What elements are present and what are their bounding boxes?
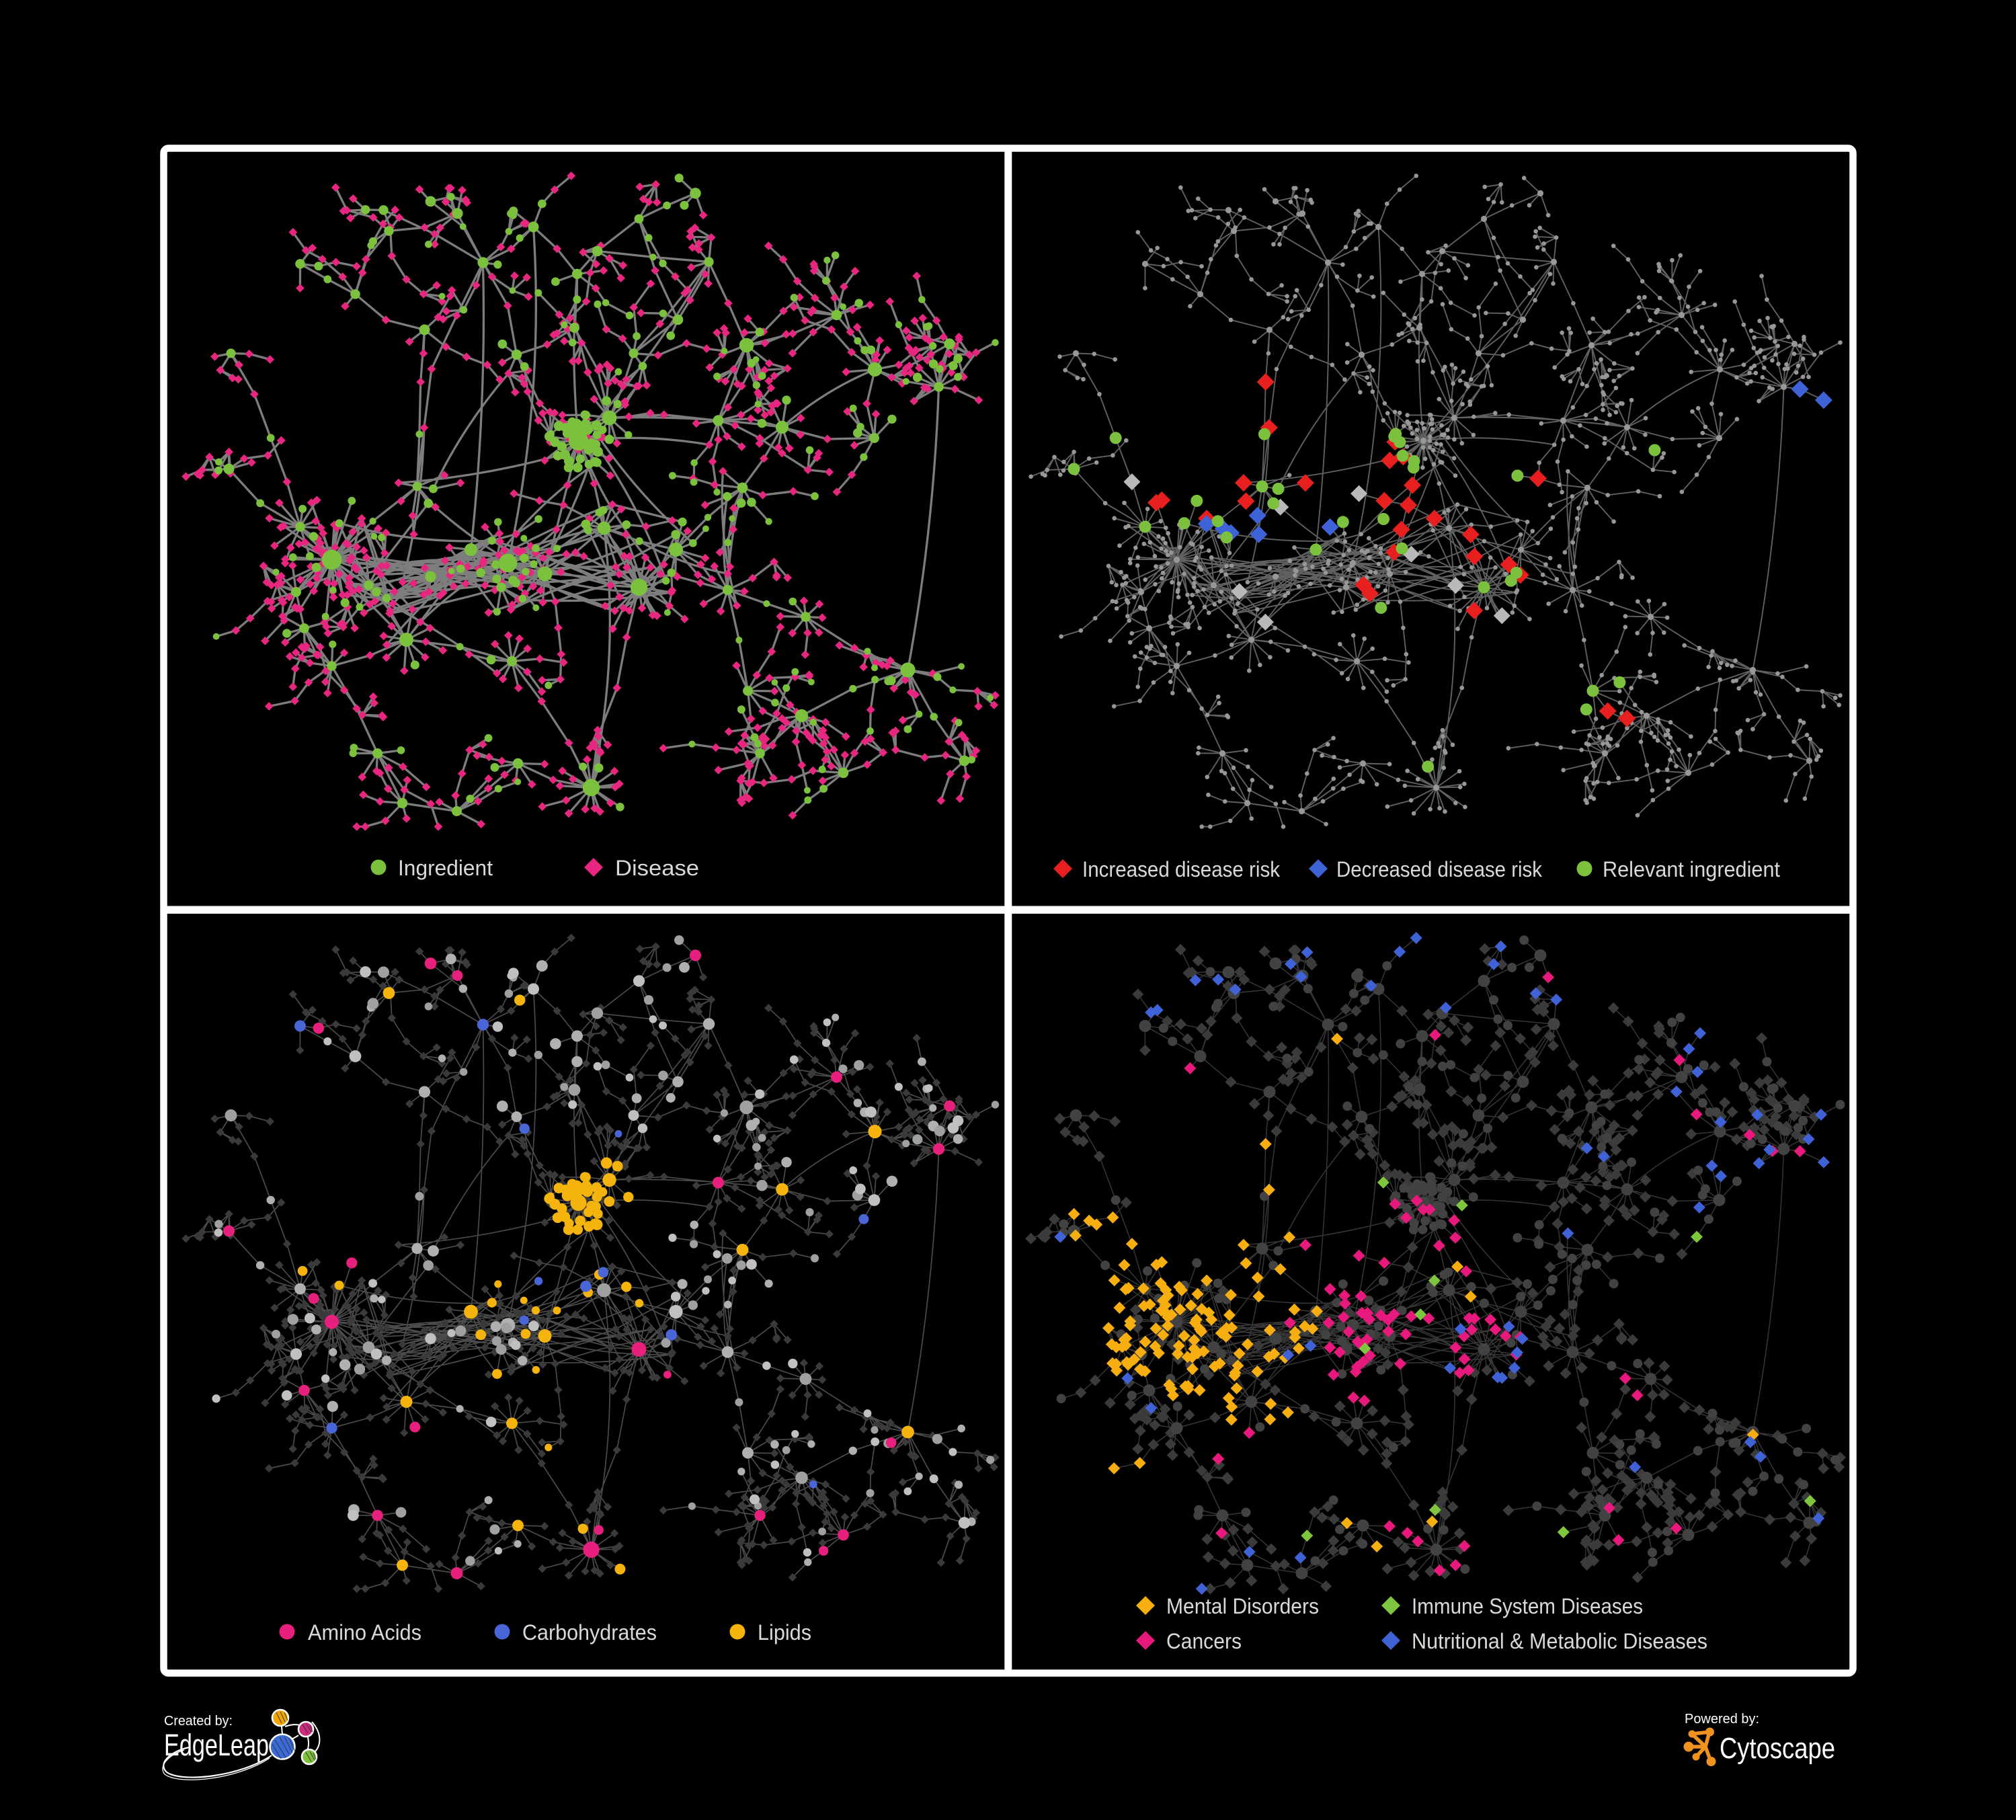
svg-text:Amino Acids: Amino Acids — [308, 1620, 421, 1645]
svg-text:EdgeLeap: EdgeLeap — [164, 1728, 269, 1762]
svg-text:Immune System Diseases: Immune System Diseases — [1412, 1594, 1643, 1618]
svg-text:Relevant ingredient: Relevant ingredient — [1603, 857, 1780, 881]
svg-text:Ingredient: Ingredient — [398, 856, 493, 880]
svg-text:Nutritional & Metabolic Diseas: Nutritional & Metabolic Diseases — [1412, 1629, 1707, 1653]
svg-text:Powered by:: Powered by: — [1685, 1712, 1759, 1727]
svg-text:Mental Disorders: Mental Disorders — [1166, 1594, 1319, 1618]
svg-text:Cytoscape: Cytoscape — [1720, 1732, 1835, 1765]
svg-text:Lipids: Lipids — [758, 1620, 811, 1645]
svg-text:Created by:: Created by: — [164, 1714, 233, 1729]
svg-text:Increased disease risk: Increased disease risk — [1082, 857, 1281, 881]
svg-text:Decreased disease risk: Decreased disease risk — [1336, 857, 1543, 881]
svg-text:Disease: Disease — [615, 856, 699, 880]
svg-text:Carbohydrates: Carbohydrates — [522, 1620, 657, 1645]
svg-text:Cancers: Cancers — [1166, 1629, 1242, 1653]
